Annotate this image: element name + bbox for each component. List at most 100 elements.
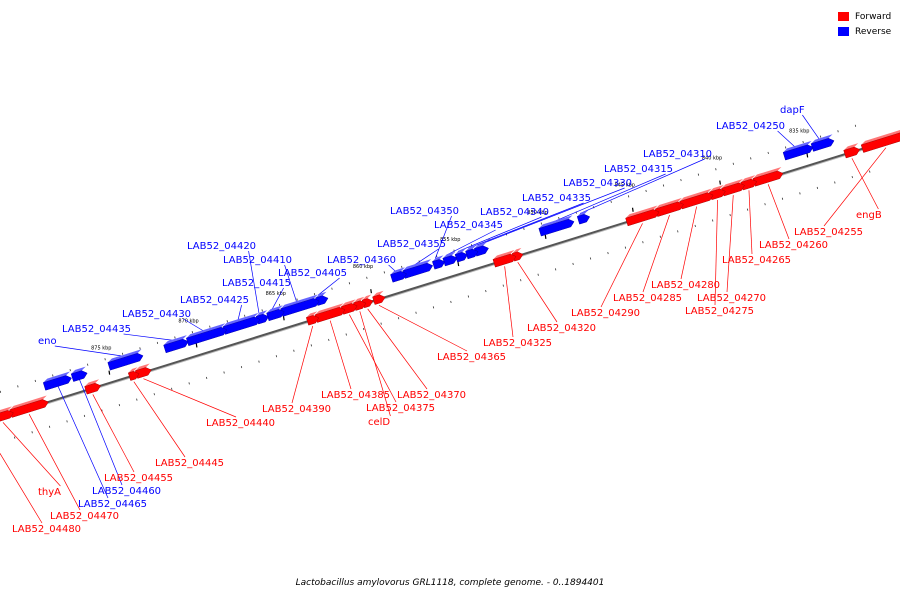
- gene-label-lab52_04260[interactable]: LAB52_04260: [759, 240, 828, 251]
- gene-lab52_04255[interactable]: [860, 127, 900, 153]
- gene-label-lab52_04375[interactable]: LAB52_04375: [366, 403, 435, 414]
- gene-lab52_04345[interactable]: [442, 251, 458, 267]
- gene-lab52_04435[interactable]: [163, 335, 189, 354]
- gene-label-eno[interactable]: eno: [38, 336, 57, 347]
- gene-label-lab52_04265[interactable]: LAB52_04265: [722, 255, 791, 266]
- gene-lab52_04260[interactable]: [752, 166, 784, 187]
- gene-lab52_04420[interactable]: [255, 310, 270, 325]
- gene-label-engb[interactable]: engB: [856, 210, 882, 221]
- gene-label-lab52_04355[interactable]: LAB52_04355: [377, 239, 446, 250]
- gene-label-lab52_04405[interactable]: LAB52_04405: [278, 268, 347, 279]
- gene-label-lab52_04350[interactable]: LAB52_04350: [390, 206, 459, 217]
- gene-lab52_04365[interactable]: [372, 290, 386, 305]
- gene-label-lab52_04325[interactable]: LAB52_04325: [483, 338, 552, 349]
- gene-label-lab52_04345[interactable]: LAB52_04345: [434, 220, 503, 231]
- guide-dot: [610, 200, 612, 203]
- gene-label-lab52_04415[interactable]: LAB52_04415: [222, 278, 291, 289]
- gene-lab52_04350[interactable]: [432, 255, 446, 270]
- gene-lab52_04290[interactable]: [625, 205, 660, 227]
- gene-label-lab52_04320[interactable]: LAB52_04320: [527, 323, 596, 334]
- gene-label-lab52_04480[interactable]: LAB52_04480: [12, 524, 81, 535]
- gene-label-lab52_04330[interactable]: LAB52_04330: [563, 178, 632, 189]
- gene-label-lab52_04280[interactable]: LAB52_04280: [651, 280, 720, 291]
- gene-lab52_04310[interactable]: [576, 210, 591, 225]
- gene-eno[interactable]: [107, 349, 144, 371]
- gene-lab52_04275[interactable]: [709, 184, 726, 201]
- gene-lab52_04465[interactable]: [42, 371, 72, 391]
- gene-label-lab52_04470[interactable]: LAB52_04470: [50, 511, 119, 522]
- gene-top-face: [709, 184, 724, 193]
- gene-thya[interactable]: [0, 406, 14, 423]
- guide-dot: [174, 336, 176, 339]
- guide-dot: [397, 317, 400, 320]
- leader-line: [92, 394, 135, 473]
- gene-label-celd[interactable]: celD: [368, 417, 390, 428]
- gene-lab52_04405[interactable]: [315, 291, 329, 306]
- gene-lab52_04360[interactable]: [390, 267, 407, 283]
- gene-lab52_04315[interactable]: [538, 215, 575, 237]
- gene-top-face: [353, 296, 365, 303]
- gene-label-lab52_04460[interactable]: LAB52_04460: [92, 486, 161, 497]
- gene-lab52_04340[interactable]: [454, 248, 468, 263]
- gene-label-lab52_04340[interactable]: LAB52_04340: [480, 207, 549, 218]
- gene-label-lab52_04370[interactable]: LAB52_04370: [397, 390, 466, 401]
- gene-body: [843, 146, 861, 159]
- guide-dot: [0, 390, 2, 393]
- gene-lab52_04470[interactable]: [9, 395, 49, 418]
- gene-lab52_04285[interactable]: [654, 197, 684, 217]
- gene-lab52_04385[interactable]: [314, 303, 346, 323]
- gene-label-lab52_04315[interactable]: LAB52_04315: [604, 164, 673, 175]
- gene-label-lab52_04440[interactable]: LAB52_04440: [206, 418, 275, 429]
- gene-dapf[interactable]: [810, 134, 835, 152]
- gene-celd[interactable]: [353, 296, 367, 311]
- gene-label-lab52_04455[interactable]: LAB52_04455: [104, 473, 173, 484]
- guide-dot: [240, 365, 243, 369]
- tick-label: 860 kbp: [353, 264, 373, 270]
- gene-lab52_04280[interactable]: [679, 188, 714, 210]
- gene-engb[interactable]: [843, 143, 861, 159]
- gene-label-lab52_04310[interactable]: LAB52_04310: [643, 149, 712, 160]
- gene-label-lab52_04430[interactable]: LAB52_04430: [122, 309, 191, 320]
- gene-lab52_04460[interactable]: [70, 366, 88, 382]
- gene-lab52_04355[interactable]: [402, 259, 434, 279]
- gene-top-face: [721, 178, 744, 189]
- gene-label-lab52_04445[interactable]: LAB52_04445: [155, 458, 224, 469]
- gene-lab52_04455[interactable]: [84, 379, 102, 395]
- gene-label-dapf[interactable]: dapF: [780, 105, 805, 116]
- gene-label-lab52_04255[interactable]: LAB52_04255: [794, 227, 863, 238]
- gene-label-lab52_04360[interactable]: LAB52_04360: [327, 255, 396, 266]
- gene-lab52_04270[interactable]: [721, 178, 745, 197]
- gene-label-lab52_04365[interactable]: LAB52_04365: [437, 352, 506, 363]
- gene-lab52_04335[interactable]: [465, 245, 479, 260]
- gene-label-lab52_04385[interactable]: LAB52_04385: [321, 390, 390, 401]
- gene-label-thya[interactable]: thyA: [38, 487, 61, 498]
- gene-label-lab52_04275[interactable]: LAB52_04275: [685, 306, 754, 317]
- gene-lab52_04375[interactable]: [340, 299, 358, 315]
- gene-body: [492, 253, 517, 268]
- gene-label-lab52_04420[interactable]: LAB52_04420: [187, 241, 256, 252]
- gene-lab52_04430[interactable]: [186, 323, 228, 347]
- gene-lab52_04390[interactable]: [305, 311, 320, 326]
- gene-label-lab52_04425[interactable]: LAB52_04425: [180, 295, 249, 306]
- gene-lab52_04415[interactable]: [266, 305, 285, 322]
- gene-label-lab52_04465[interactable]: LAB52_04465: [78, 499, 147, 510]
- gene-body: [454, 252, 468, 263]
- gene-lab52_04425[interactable]: [222, 312, 261, 335]
- guide-dot: [781, 197, 784, 200]
- leader-line: [329, 320, 352, 390]
- gene-label-lab52_04270[interactable]: LAB52_04270: [697, 293, 766, 304]
- gene-label-lab52_04435[interactable]: LAB52_04435: [62, 324, 131, 335]
- gene-lab52_04330[interactable]: [473, 241, 489, 257]
- gene-lab52_04325[interactable]: [492, 250, 517, 268]
- gene-label-lab52_04390[interactable]: LAB52_04390: [262, 404, 331, 415]
- gene-lab52_04265[interactable]: [740, 175, 758, 191]
- gene-label-lab52_04335[interactable]: LAB52_04335: [522, 193, 591, 204]
- gene-label-lab52_04285[interactable]: LAB52_04285: [613, 293, 682, 304]
- gene-label-lab52_04290[interactable]: LAB52_04290: [571, 308, 640, 319]
- gene-label-lab52_04250[interactable]: LAB52_04250: [716, 121, 785, 132]
- gene-labels: dapF LAB52_04250 LAB52_04310 LAB52_04315 LAB…: [12, 105, 882, 535]
- gene-lab52_04250[interactable]: [782, 140, 814, 161]
- gene-body: [127, 371, 140, 381]
- gene-lab52_04445[interactable]: [127, 367, 140, 381]
- gene-label-lab52_04410[interactable]: LAB52_04410: [223, 255, 292, 266]
